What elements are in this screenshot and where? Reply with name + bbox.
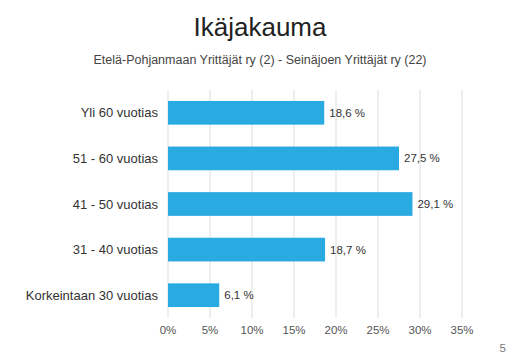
- page-number: 5: [500, 342, 506, 354]
- data-label: 29,1 %: [417, 198, 453, 210]
- bars: [168, 101, 412, 307]
- grid-line: [462, 90, 463, 318]
- background: [0, 0, 520, 360]
- title: Ikäjakauma: [194, 12, 327, 42]
- data-label: 27,5 %: [404, 152, 440, 164]
- category-label: 31 - 40 vuotias: [73, 242, 159, 257]
- bar: [168, 238, 325, 262]
- data-label: 18,7 %: [330, 244, 366, 256]
- data-label: 18,6 %: [329, 107, 365, 119]
- bar: [168, 283, 219, 307]
- category-label: Yli 60 vuotias: [81, 105, 159, 120]
- grid: [168, 90, 462, 318]
- bar: [168, 147, 399, 171]
- bar: [168, 192, 412, 216]
- chart: Ikäjakauma Etelä-Pohjanmaan Yrittäjät ry …: [0, 0, 520, 360]
- x-tick-label: 20%: [324, 324, 347, 336]
- labels: Yli 60 vuotias 18,6 % 51 - 60 vuotias 27,5 …: [26, 105, 454, 302]
- category-label: 51 - 60 vuotias: [73, 151, 159, 166]
- x-tick-label: 5%: [202, 324, 219, 336]
- bar: [168, 101, 324, 125]
- x-tick-label: 15%: [282, 324, 305, 336]
- x-tick-label: 25%: [366, 324, 389, 336]
- category-label: 41 - 50 vuotias: [73, 197, 159, 212]
- x-tick-label: 10%: [240, 324, 263, 336]
- x-tick-label: 30%: [408, 324, 431, 336]
- x-tick-label: 0%: [160, 324, 177, 336]
- data-label: 6,1 %: [224, 289, 253, 301]
- x-tick-label: 35%: [450, 324, 473, 336]
- category-label: Korkeintaan 30 vuotias: [26, 288, 159, 303]
- subtitle: Etelä-Pohjanmaan Yrittäjät ry (2) - Sein…: [93, 53, 426, 67]
